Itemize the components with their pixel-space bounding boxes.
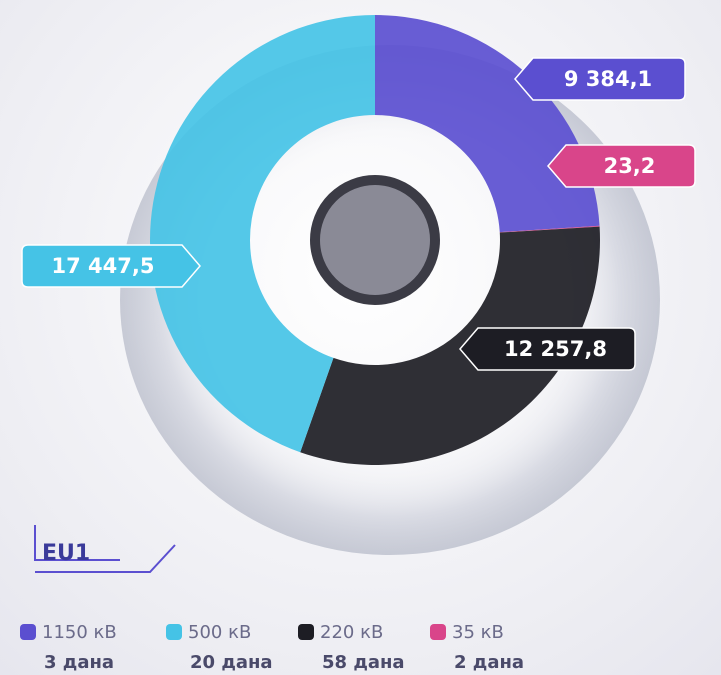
- hub: [315, 180, 435, 300]
- chart-label: EU1: [42, 541, 90, 566]
- page: EU1 9 384,1 23,2 12 257,8 17 447,5 1150 кВ 3 …: [0, 0, 721, 675]
- legend-swatch: [20, 624, 36, 640]
- legend-label: 1150 кВ: [42, 622, 117, 643]
- legend-swatch: [166, 624, 182, 640]
- value-label: 9 384,1: [564, 67, 652, 91]
- legend-label: 35 кВ: [452, 622, 504, 643]
- value-label: 17 447,5: [52, 254, 155, 278]
- legend-note: 20 дана: [190, 652, 273, 673]
- legend-note: 2 дана: [454, 652, 524, 673]
- legend-swatch: [430, 624, 446, 640]
- legend-swatch: [298, 624, 314, 640]
- legend-label: 220 кВ: [320, 622, 383, 643]
- legend-note: 3 дана: [44, 652, 114, 673]
- chart: EU1 9 384,1 23,2 12 257,8 17 447,5 1150 кВ 3 …: [0, 0, 721, 675]
- value-label: 23,2: [604, 154, 656, 178]
- legend-note: 58 дана: [322, 652, 405, 673]
- legend-label: 500 кВ: [188, 622, 251, 643]
- value-label: 12 257,8: [504, 337, 607, 361]
